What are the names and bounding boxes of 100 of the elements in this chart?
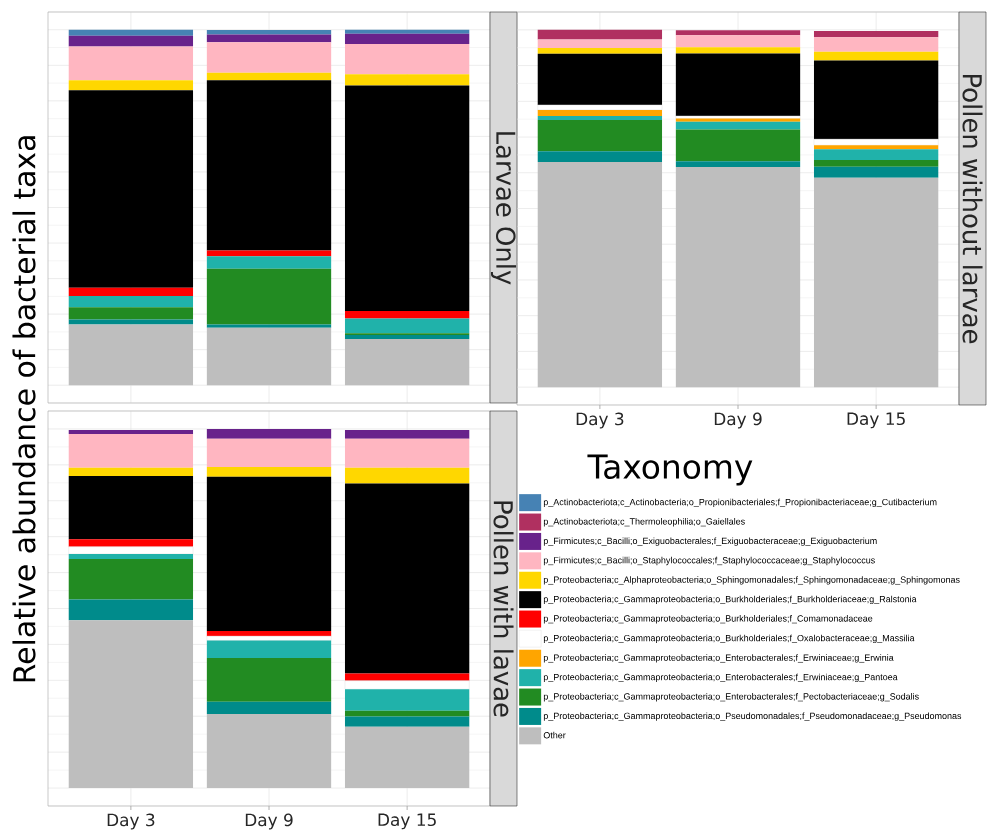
bar xyxy=(206,714,332,789)
bar xyxy=(206,476,332,632)
bar xyxy=(344,29,470,34)
legend-label: p_Proteobacteria;c_Gammaproteobacteria;o_Burkholderiales;f_Oxalobacteraceae;g_Massilia xyxy=(543,634,915,644)
text: Larvae Only xyxy=(490,132,517,285)
bar xyxy=(206,428,332,439)
bar xyxy=(68,287,194,297)
bar xyxy=(675,167,801,388)
bar xyxy=(813,149,939,160)
bar xyxy=(68,90,194,288)
bar xyxy=(206,256,332,269)
bar xyxy=(813,166,939,178)
bar xyxy=(206,34,332,43)
bar xyxy=(344,726,470,789)
bar xyxy=(537,162,663,388)
bar xyxy=(206,635,332,641)
bar xyxy=(675,129,801,162)
bar xyxy=(675,35,801,48)
y-axis-title: Relative abundance of bacterial taxa xyxy=(12,136,36,682)
bar xyxy=(68,546,194,555)
bar xyxy=(206,268,332,325)
bar xyxy=(344,310,470,319)
bar xyxy=(68,476,194,540)
bar xyxy=(206,72,332,81)
bar xyxy=(68,46,194,81)
bar xyxy=(68,430,194,434)
bar xyxy=(344,85,470,311)
legend-label: p_Firmicutes;c_Bacilli;o_Staphylococcales;f_Staphylococcaceae;g_Staphylococcus xyxy=(543,556,875,566)
bar xyxy=(813,145,939,150)
bar xyxy=(813,177,939,388)
bar xyxy=(344,44,470,75)
bar xyxy=(206,467,332,477)
bar xyxy=(537,115,663,120)
legend-label: p_Proteobacteria;c_Gammaproteobacteria;o_Burkholderiales;f_Burkholderiaceae;g_Ralstonia xyxy=(543,595,917,605)
bar xyxy=(813,37,939,52)
x-tick-label: Day 9 xyxy=(714,412,762,429)
bar xyxy=(68,599,194,621)
bar xyxy=(206,324,332,328)
bar xyxy=(344,710,470,717)
bar xyxy=(206,658,332,702)
bar xyxy=(344,33,470,45)
bar xyxy=(206,438,332,468)
bar xyxy=(813,51,939,61)
x-tick-label: Day 3 xyxy=(576,412,624,429)
legend-label: p_Firmicutes;c_Bacilli;o_Exiguobacterales;f_Exiguobacteraceae;g_Exiguobacterium xyxy=(543,537,877,546)
legend-label: p_Actinobacteriota;c_Thermoleophilia;o_Gaiellales xyxy=(543,518,745,527)
legend-title: Taxonomy xyxy=(587,454,753,486)
bar xyxy=(344,673,470,681)
bar xyxy=(206,30,332,35)
bar xyxy=(206,42,332,73)
bar xyxy=(68,80,194,91)
bar xyxy=(675,53,801,116)
bar xyxy=(68,467,194,477)
bar xyxy=(344,430,470,439)
bar xyxy=(537,109,663,116)
bar xyxy=(813,159,939,167)
bar xyxy=(344,74,470,86)
bar xyxy=(537,119,663,152)
bar xyxy=(344,483,470,674)
legend-label: p_Proteobacteria;c_Gammaproteobacteria;o_Burkholderiales;f_Comamonadaceae xyxy=(543,615,873,624)
bar xyxy=(537,29,663,40)
bar xyxy=(537,53,663,105)
bar xyxy=(344,467,470,484)
legend-label: p_Proteobacteria;c_Gammaproteobacteria;o_Enterobacterales;f_Erwiniaceae;g_Erwinia xyxy=(543,654,894,663)
bar xyxy=(813,139,939,146)
bar xyxy=(675,161,801,168)
bar xyxy=(344,318,470,334)
x-tick-label: Day 3 xyxy=(107,813,155,830)
bar xyxy=(537,39,663,49)
bar xyxy=(344,438,470,468)
bar xyxy=(68,29,194,36)
x-tick-label: Day 15 xyxy=(378,813,436,830)
bar xyxy=(68,558,194,600)
legend-label: Other xyxy=(543,731,566,739)
bar xyxy=(344,689,470,711)
bar xyxy=(68,539,194,547)
text: Pollen with lavae xyxy=(493,501,514,717)
bar xyxy=(206,250,332,257)
bar xyxy=(675,121,801,130)
bar xyxy=(675,30,801,36)
legend-label: p_Proteobacteria;c_Alphaproteobacteria;o_Sphingomonadales;f_Sphingomonadaceae;g_Sphingomonas xyxy=(543,576,960,585)
x-tick-label: Day 9 xyxy=(245,813,293,830)
bar xyxy=(537,48,663,54)
legend-label: p_Actinobacteriota;c_Actinobacteria;o_Propionibacteriales;f_Propionibacteriaceae;g_Cutibacterium xyxy=(543,498,937,508)
bar xyxy=(813,60,939,140)
bar xyxy=(68,307,194,320)
bar xyxy=(68,620,194,789)
bar xyxy=(344,335,470,340)
bar xyxy=(206,701,332,715)
bar xyxy=(344,339,470,386)
bar xyxy=(537,104,663,111)
bar xyxy=(344,716,470,727)
bar xyxy=(206,640,332,659)
bar xyxy=(68,434,194,468)
bar xyxy=(68,35,194,47)
bar xyxy=(68,553,194,559)
legend-label: p_Proteobacteria;c_Gammaproteobacteria;o_Pseudomonadales;f_Pseudomonadaceae;g_Pseudomonas xyxy=(543,712,962,721)
bar xyxy=(206,80,332,251)
bar xyxy=(68,319,194,325)
bar xyxy=(344,680,470,690)
